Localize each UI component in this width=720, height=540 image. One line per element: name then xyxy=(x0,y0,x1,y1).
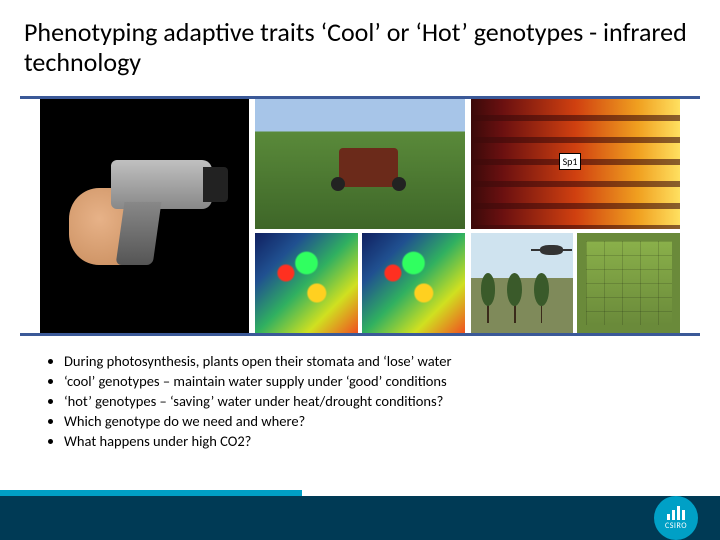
bullet-item: ‘hot’ genotypes – ‘saving’ water under h… xyxy=(64,392,680,410)
thermal-spot-label: Sp1 xyxy=(559,153,582,170)
helicopter-photo xyxy=(471,233,574,333)
thermal-tile-2 xyxy=(362,233,465,333)
bullet-item: ‘cool’ genotypes – maintain water supply… xyxy=(64,372,680,390)
thermal-map: Sp1 21.8 °C 20 15 11 xyxy=(471,99,680,229)
aerial-plots-photo xyxy=(577,233,680,333)
panel-ir-gun xyxy=(40,99,249,333)
logo-text: CSIRO xyxy=(665,521,687,531)
bullet-item: What happens under high CO2? xyxy=(64,432,680,450)
field-quadbike-photo xyxy=(255,99,464,229)
thermal-tile-1 xyxy=(255,233,358,333)
csiro-logo: CSIRO xyxy=(654,496,698,540)
footer-bar: CSIRO xyxy=(0,496,720,540)
panel-thermal-aerial: Sp1 21.8 °C 20 15 11 xyxy=(471,99,680,333)
slide-title: Phenotyping adaptive traits ‘Cool’ or ‘H… xyxy=(0,0,720,88)
image-row: Sp1 21.8 °C 20 15 11 xyxy=(20,96,700,336)
helicopter-icon xyxy=(540,245,563,255)
panel-field-thermal xyxy=(255,99,464,333)
bullet-list: During photosynthesis, plants open their… xyxy=(0,336,720,451)
ir-thermometer-photo xyxy=(40,99,249,333)
logo-bars-icon xyxy=(667,506,685,520)
bullet-item: During photosynthesis, plants open their… xyxy=(64,352,680,370)
bullet-item: Which genotype do we need and where? xyxy=(64,412,680,430)
